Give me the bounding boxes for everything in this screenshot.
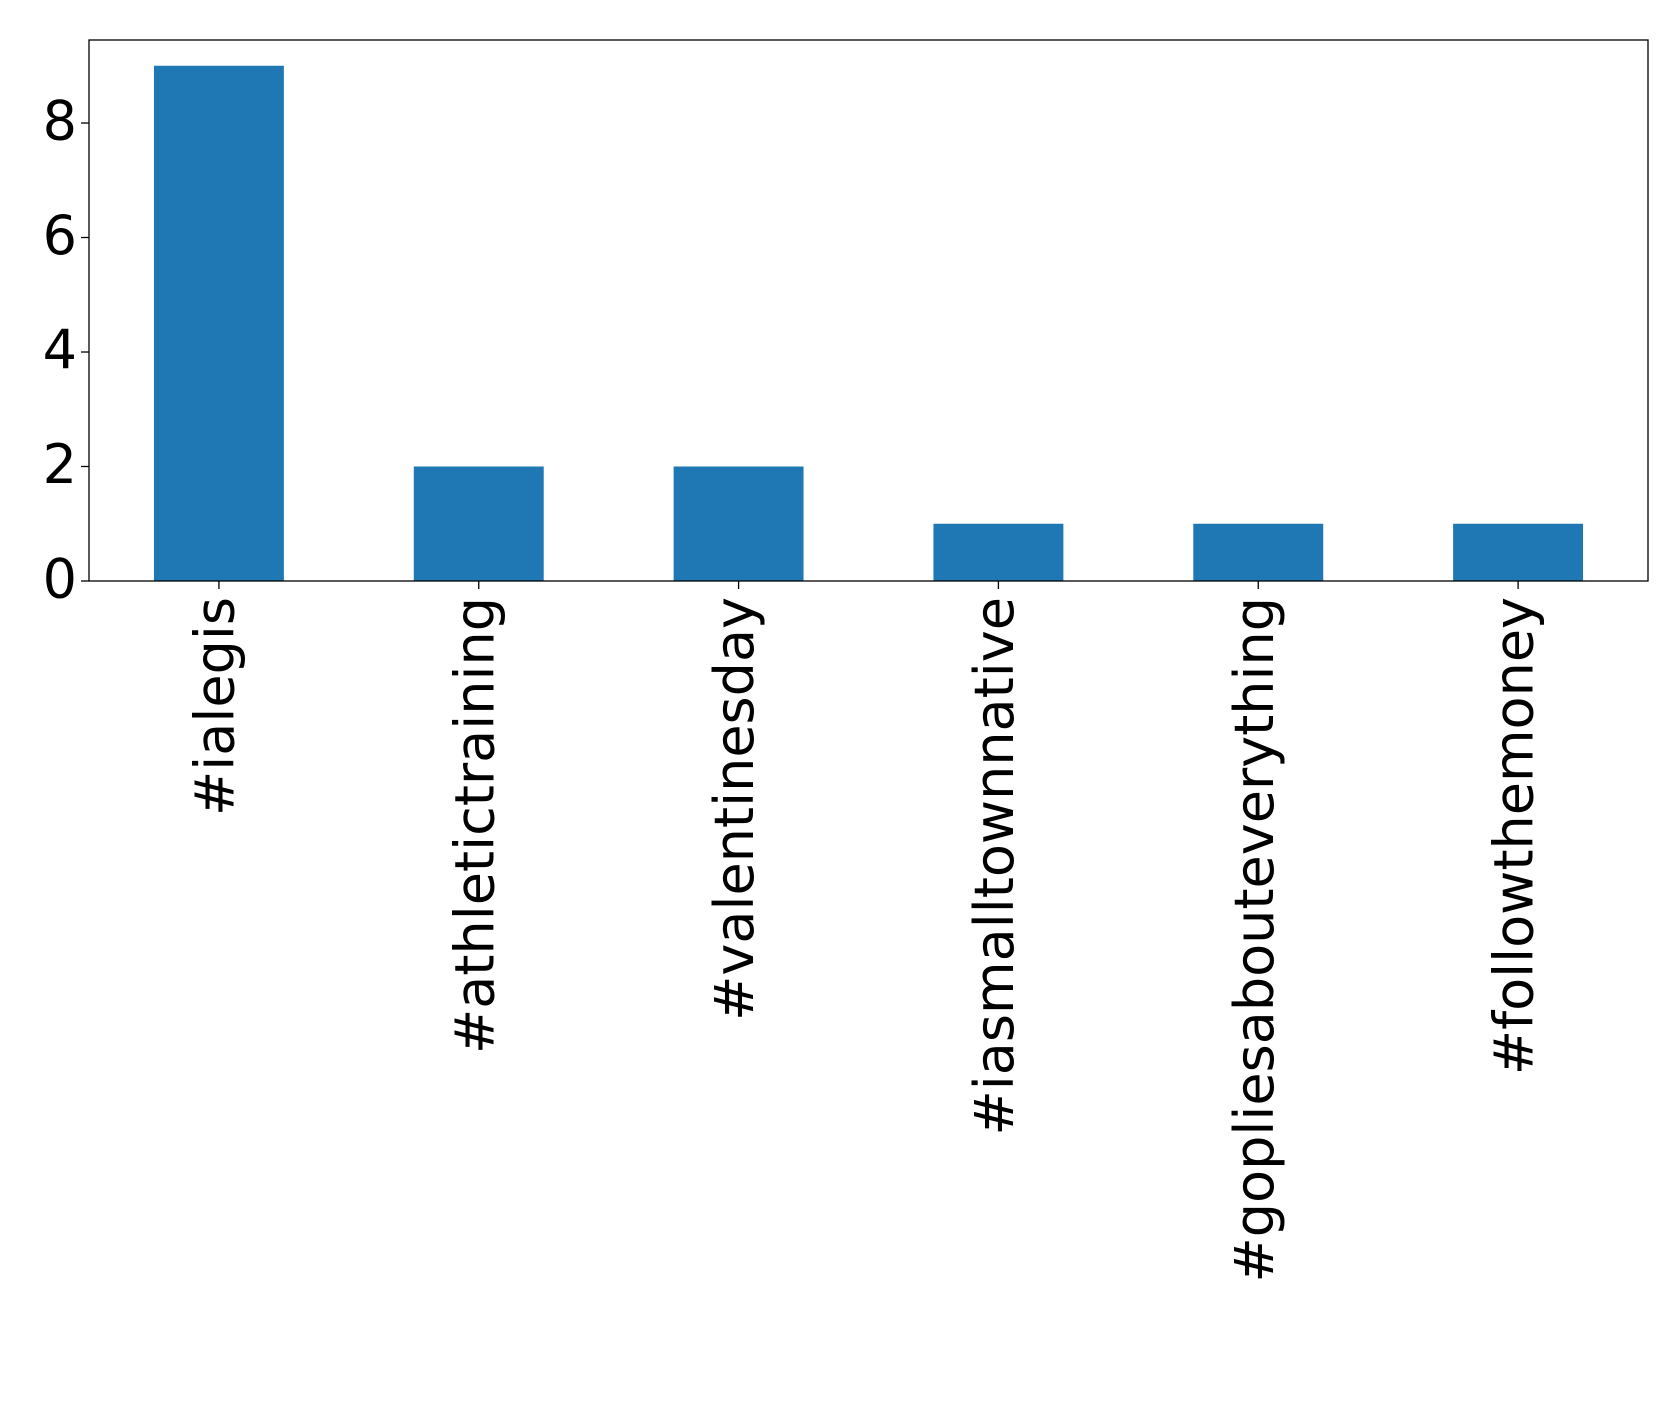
y-tick-label: 6 bbox=[43, 204, 77, 267]
plot-frame bbox=[88, 39, 1649, 582]
bar bbox=[673, 466, 804, 581]
x-tick-label: #gopliesabouteverything bbox=[1223, 597, 1286, 1282]
y-tick-label: 8 bbox=[43, 90, 77, 153]
bar bbox=[1453, 523, 1584, 581]
x-tick-label: #ialegis bbox=[184, 597, 247, 816]
bar bbox=[1193, 523, 1324, 581]
bar bbox=[413, 466, 544, 581]
x-tick-label: #valentinesday bbox=[703, 597, 766, 1021]
x-tick-label: #iasmalltownnative bbox=[963, 597, 1026, 1135]
x-tick-label: #athletictraining bbox=[443, 597, 506, 1054]
bar bbox=[153, 65, 284, 581]
bar bbox=[933, 523, 1064, 581]
x-tick-label: #followthemoney bbox=[1483, 597, 1546, 1075]
y-tick-label: 2 bbox=[43, 433, 77, 496]
y-tick-label: 4 bbox=[43, 319, 77, 382]
y-tick-label: 0 bbox=[43, 548, 77, 611]
